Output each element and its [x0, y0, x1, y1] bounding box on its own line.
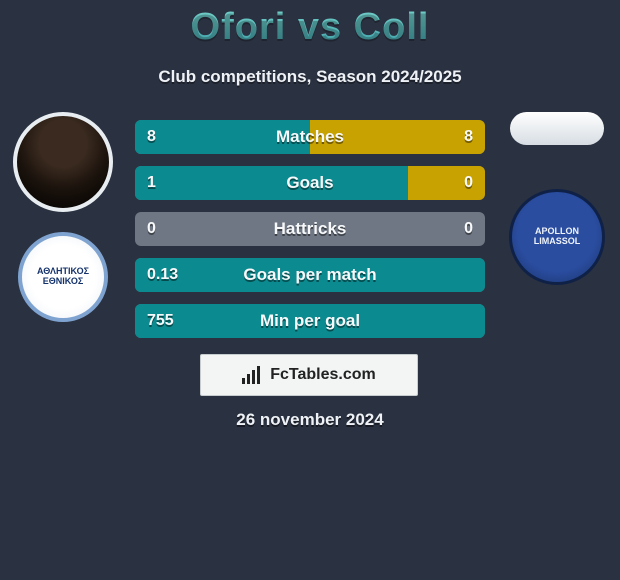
left-club-crest-text: ΑΘΛΗΤΙΚΟΣ ΕΘΝΙΚΟΣ: [22, 267, 104, 287]
stat-row: 0.13Goals per match: [135, 258, 485, 292]
bar-left-fill: [135, 258, 485, 292]
right-club-crest-text: APOLLON LIMASSOL: [512, 227, 602, 247]
left-player-column: ΑΘΛΗΤΙΚΟΣ ΕΘΝΙΚΟΣ: [8, 112, 118, 322]
page-title: Ofori vs Coll: [0, 0, 620, 49]
stat-row: 755Min per goal: [135, 304, 485, 338]
right-club-crest: APOLLON LIMASSOL: [509, 189, 605, 285]
right-player-avatar: [510, 112, 604, 145]
bar-track: [135, 212, 485, 246]
left-player-avatar: [13, 112, 113, 212]
stat-row: 10Goals: [135, 166, 485, 200]
bar-left-fill: [135, 166, 408, 200]
bar-left-fill: [135, 304, 485, 338]
left-club-crest: ΑΘΛΗΤΙΚΟΣ ΕΘΝΙΚΟΣ: [18, 232, 108, 322]
brand-box: FcTables.com: [200, 354, 418, 396]
stat-bars: 88Matches 10Goals 00Hattricks 0.13Goals per…: [135, 120, 485, 350]
bar-right-fill: [310, 120, 485, 154]
right-player-column: APOLLON LIMASSOL: [502, 112, 612, 285]
stat-row: 00Hattricks: [135, 212, 485, 246]
comparison-card: Ofori vs Coll Club competitions, Season …: [0, 0, 620, 580]
bar-left-fill: [135, 120, 310, 154]
footer-date: 26 november 2024: [0, 410, 620, 430]
page-subtitle: Club competitions, Season 2024/2025: [0, 67, 620, 87]
chart-icon: [242, 366, 264, 384]
brand-text: FcTables.com: [270, 366, 376, 384]
bar-right-fill: [408, 166, 485, 200]
stat-row: 88Matches: [135, 120, 485, 154]
